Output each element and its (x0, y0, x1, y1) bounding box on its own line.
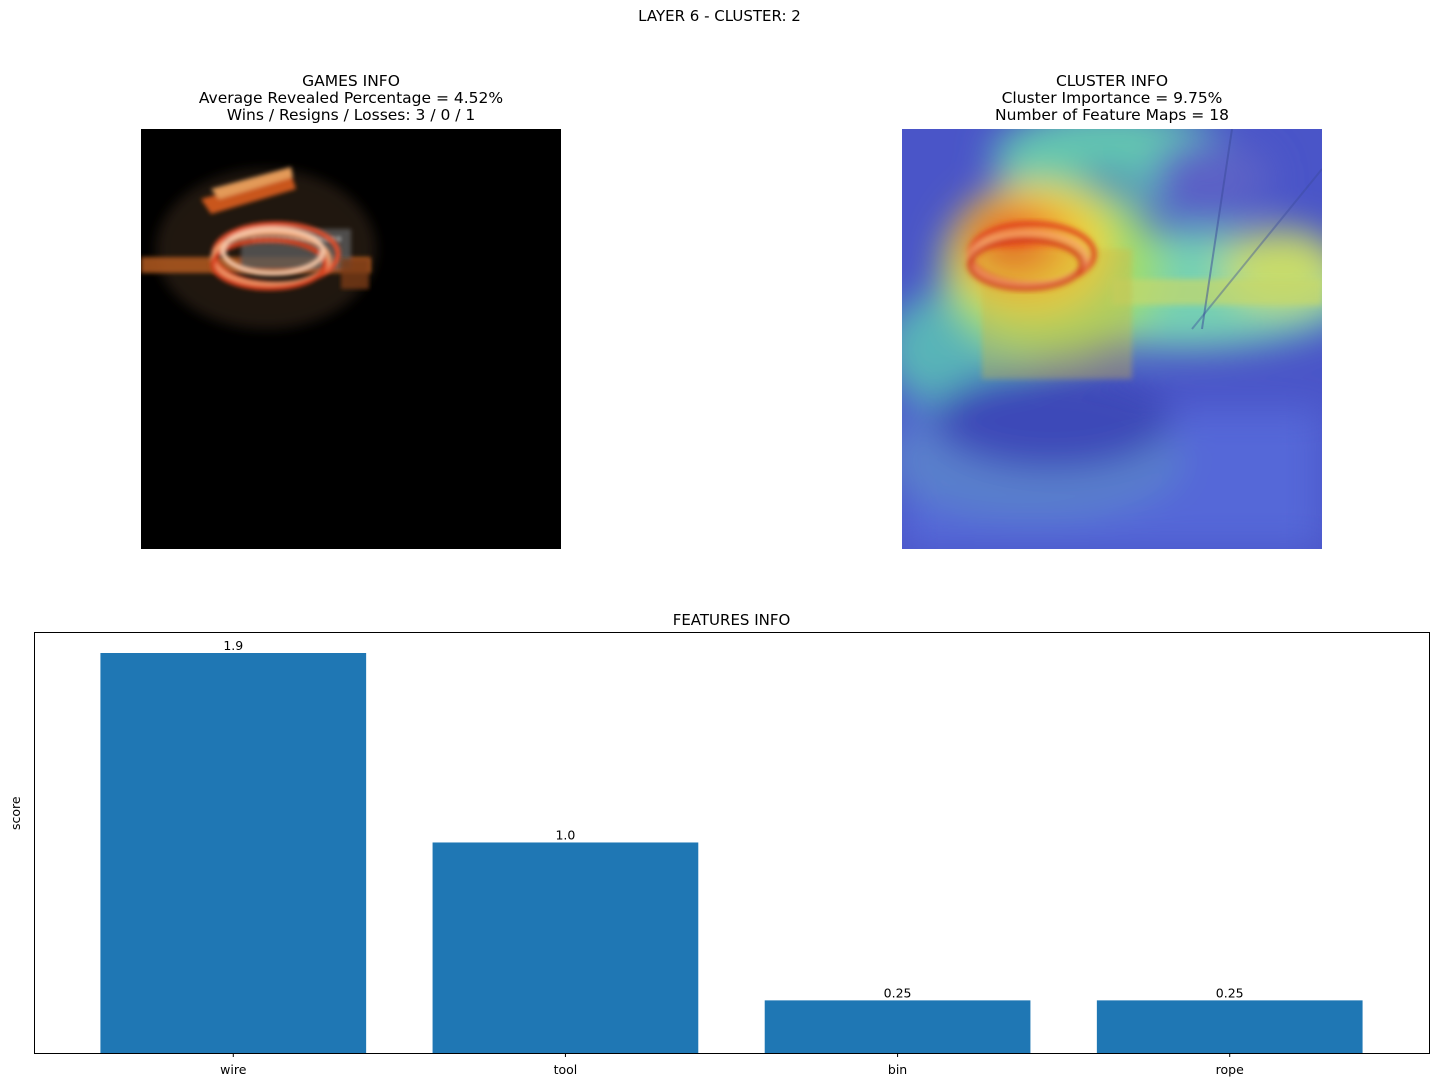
bar-tool (432, 842, 699, 1053)
cluster-info-title: CLUSTER INFO Cluster Importance = 9.75% … (902, 73, 1322, 124)
plot-frame (34, 632, 1430, 1054)
cluster-importance: Cluster Importance = 9.75% (1001, 89, 1223, 107)
x-tick-label-bin: bin (888, 1062, 907, 1077)
features-info-title: FEATURES INFO (672, 611, 791, 629)
bar-bin (764, 1000, 1031, 1053)
x-tick-label-rope: rope (1216, 1062, 1244, 1077)
bar-rope (1096, 1000, 1363, 1053)
bar-value-label-wire: 1.9 (223, 638, 243, 653)
bar-wire (100, 653, 367, 1053)
masked-chainsaw-image (141, 129, 561, 549)
cluster-info-heading: CLUSTER INFO (1055, 72, 1169, 90)
number-of-feature-maps: Number of Feature Maps = 18 (995, 106, 1229, 124)
bar-value-label-rope: 0.25 (1216, 985, 1244, 1000)
figure-title: LAYER 6 - CLUSTER: 2 (638, 7, 801, 25)
games-info-title: GAMES INFO Average Revealed Percentage =… (141, 73, 561, 124)
bar-value-label-bin: 0.25 (884, 985, 912, 1000)
wins-resigns-losses: Wins / Resigns / Losses: 3 / 0 / 1 (226, 106, 476, 124)
x-tick-label-wire: wire (220, 1062, 247, 1077)
bar-value-label-tool: 1.0 (555, 827, 575, 842)
x-tick-label-tool: tool (554, 1062, 578, 1077)
games-info-heading: GAMES INFO (302, 72, 400, 90)
chainsaw-heatmap-image (902, 129, 1322, 549)
average-revealed-percentage: Average Revealed Percentage = 4.52% (198, 89, 504, 107)
